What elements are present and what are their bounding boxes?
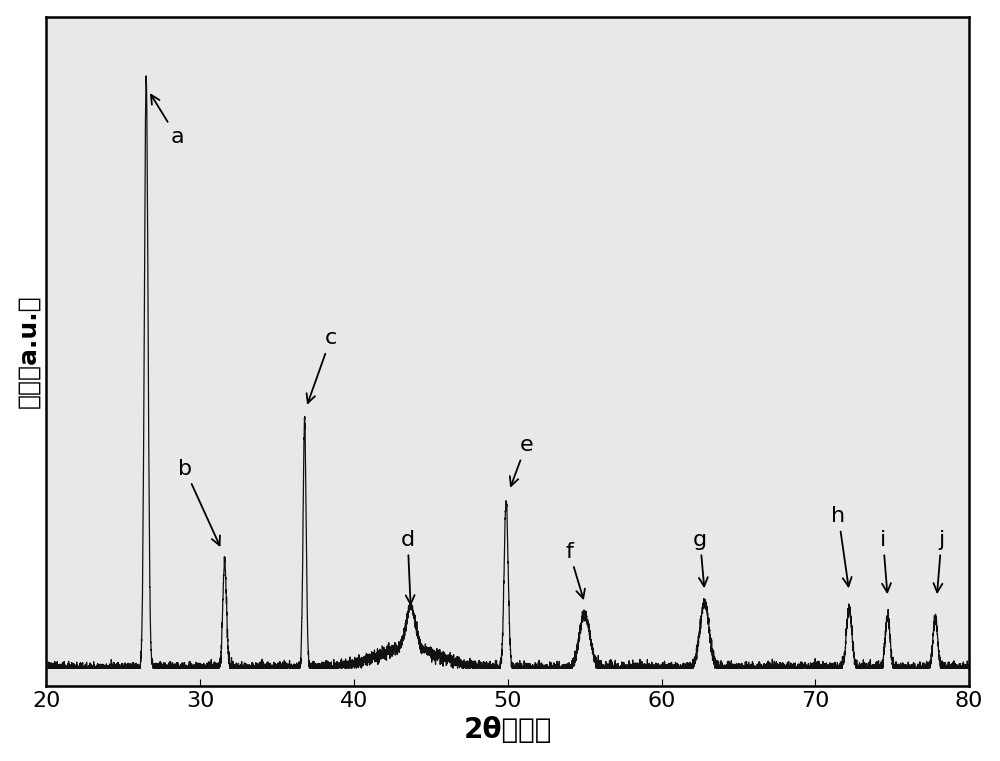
Text: d: d: [401, 530, 415, 604]
Text: b: b: [178, 459, 220, 546]
Text: e: e: [510, 435, 533, 486]
Text: j: j: [934, 530, 945, 592]
X-axis label: 2θ（度）: 2θ（度）: [463, 716, 552, 744]
Text: c: c: [307, 328, 337, 403]
Text: a: a: [151, 95, 184, 147]
Text: i: i: [880, 530, 891, 592]
Text: f: f: [565, 542, 585, 598]
Text: g: g: [693, 530, 708, 587]
Y-axis label: 强度（a.u.）: 强度（a.u.）: [17, 295, 41, 408]
Text: h: h: [831, 506, 852, 587]
